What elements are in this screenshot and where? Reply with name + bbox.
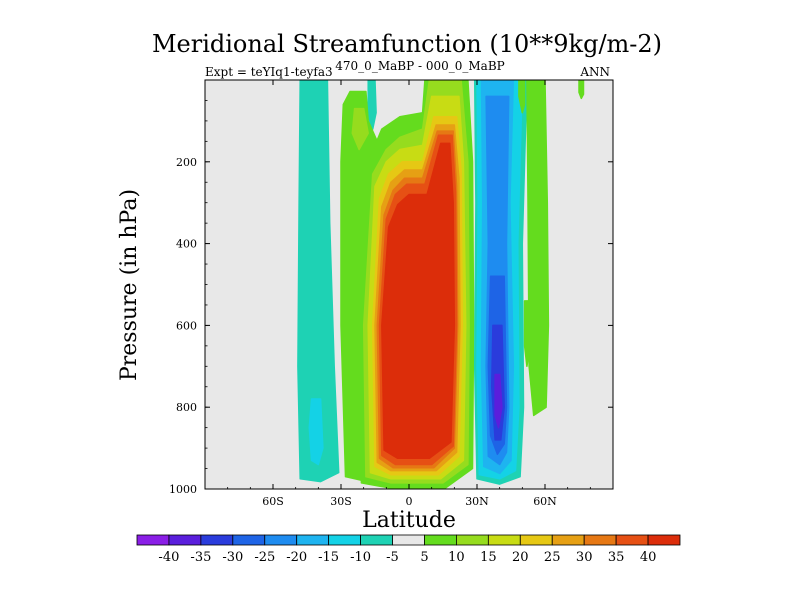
colorbar-label: -10 <box>350 550 371 565</box>
colorbar-label: -30 <box>222 550 243 565</box>
x-axis-label: Latitude <box>362 508 456 533</box>
colorbar-box <box>647 534 681 546</box>
colorbar-label: -25 <box>254 550 275 565</box>
experiment-label: Expt = teYIq1-teyfa3 <box>205 65 333 79</box>
y-tick-label: 1000 <box>169 483 197 496</box>
contour-neg-south-top <box>367 80 377 130</box>
contour-pos-south-inner <box>351 107 369 151</box>
colorbar-label: -20 <box>286 550 307 565</box>
contour-neg-south-inner <box>308 398 324 466</box>
colorbar-label: 5 <box>420 550 428 565</box>
contour-pos-north-left <box>518 80 526 114</box>
colorbar-label: -5 <box>386 550 399 565</box>
x-tick-label: 60S <box>262 495 284 508</box>
colorbar-label: 25 <box>544 550 561 565</box>
colorbar-label: 40 <box>640 550 657 565</box>
colorbar-label: -15 <box>318 550 339 565</box>
x-tick-label: 30S <box>330 495 352 508</box>
colorbar-box <box>232 534 266 546</box>
colorbar-label: 30 <box>576 550 593 565</box>
x-tick-label: 30N <box>465 495 489 508</box>
period-label: 470_0_MaBP - 000_0_MaBP <box>335 59 504 73</box>
season-label: ANN <box>579 65 610 79</box>
colorbar-box <box>551 534 585 546</box>
y-tick-label: 800 <box>176 401 197 414</box>
colorbar-box <box>583 534 617 546</box>
chart-title: Meridional Streamfunction (10**9kg/m-2) <box>152 30 662 58</box>
colorbar-label: -40 <box>158 550 179 565</box>
contour-pos-north-column <box>526 80 550 417</box>
contour-neg-south-outer <box>297 80 340 483</box>
y-tick-label: 200 <box>176 156 197 169</box>
colorbar-box <box>136 534 170 546</box>
colorbar-box <box>456 534 489 546</box>
x-tick-label: 0 <box>406 495 413 508</box>
colorbar-box <box>264 534 298 546</box>
contour-pos-north-small <box>578 80 585 100</box>
x-tick-label: 60N <box>533 495 557 508</box>
y-axis: 200 400 600 800 1000 <box>169 100 613 496</box>
colorbar-label: 15 <box>480 550 497 565</box>
y-tick-label: 600 <box>176 319 197 332</box>
y-tick-label: 400 <box>176 238 197 251</box>
colorbar-label: -35 <box>190 550 211 565</box>
colorbar-box <box>615 534 649 546</box>
colorbar-box <box>424 534 457 546</box>
contour-pos-north-blob <box>523 300 532 368</box>
colorbar: -40 -35 -30 -25 -20 -15 -10 -5 5 10 15 20 25 30 35 40 <box>136 534 681 565</box>
contour-fields <box>297 80 585 489</box>
contour-neg-north-35 <box>494 373 503 429</box>
colorbar-box <box>328 534 361 546</box>
colorbar-box <box>200 534 234 546</box>
colorbar-label: 20 <box>512 550 529 565</box>
y-axis-label: Pressure (in hPa) <box>117 189 142 381</box>
colorbar-box <box>519 534 553 546</box>
colorbar-label: 35 <box>608 550 625 565</box>
x-axis: 60S 30S 0 30N 60N <box>204 80 614 508</box>
colorbar-box <box>296 534 330 546</box>
colorbar-box <box>392 534 425 546</box>
colorbar-box <box>487 534 521 546</box>
colorbar-box <box>360 534 393 546</box>
colorbar-label: 10 <box>448 550 465 565</box>
contour-45 <box>381 142 456 460</box>
colorbar-box <box>168 534 202 546</box>
